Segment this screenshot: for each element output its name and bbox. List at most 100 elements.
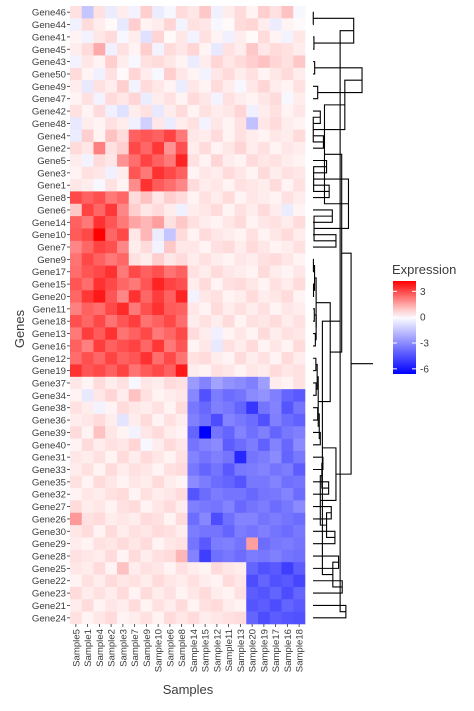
heatmap-cell bbox=[93, 426, 106, 439]
heatmap-cell bbox=[246, 191, 259, 205]
heatmap-cell bbox=[187, 117, 200, 130]
heatmap-cell bbox=[105, 315, 118, 328]
dendrogram-branch bbox=[313, 332, 316, 347]
heatmap-cell bbox=[93, 315, 106, 328]
heatmap-cell bbox=[234, 290, 247, 303]
heatmap-cell bbox=[128, 463, 141, 476]
dendrogram-branch bbox=[313, 382, 317, 396]
heatmap-cell bbox=[258, 253, 271, 266]
heatmap-cell bbox=[175, 438, 188, 452]
heatmap-cell bbox=[211, 500, 224, 514]
heatmap-cell bbox=[269, 43, 282, 56]
sample-labels: Sample5 Sample1 Sample4 Sample2 Sample3 Sampl… bbox=[71, 624, 306, 672]
gene-label: Gene5 bbox=[37, 156, 66, 167]
gene-label: Gene8 bbox=[37, 193, 66, 204]
heatmap-cell bbox=[128, 104, 141, 118]
heatmap-cell bbox=[246, 525, 259, 538]
heatmap-cell bbox=[234, 43, 247, 56]
heatmap-cell bbox=[175, 599, 188, 612]
heatmap-cell bbox=[175, 277, 188, 291]
heatmap-cell bbox=[187, 92, 200, 106]
heatmap-cell bbox=[234, 191, 247, 205]
heatmap-cell bbox=[246, 228, 259, 242]
sample-label: Sample14 bbox=[189, 628, 200, 672]
heatmap-cell bbox=[81, 339, 94, 353]
heatmap-cell bbox=[293, 352, 306, 365]
heatmap-cell bbox=[117, 141, 130, 155]
heatmap-cell bbox=[246, 6, 259, 19]
heatmap-cell bbox=[199, 463, 212, 476]
heatmap-cell bbox=[175, 253, 188, 266]
heatmap-cell bbox=[269, 18, 282, 32]
heatmap-cell bbox=[234, 104, 247, 118]
heatmap-cell bbox=[246, 376, 259, 390]
dendrogram-branch bbox=[313, 85, 319, 100]
heatmap-cell bbox=[81, 512, 94, 526]
heatmap-cell bbox=[293, 450, 306, 464]
dendrogram-branch bbox=[313, 357, 317, 372]
heatmap-cell bbox=[70, 488, 83, 501]
heatmap-cell bbox=[175, 18, 188, 32]
heatmap-cell bbox=[105, 525, 118, 538]
heatmap-cell bbox=[105, 141, 118, 155]
heatmap-cell bbox=[269, 339, 282, 353]
heatmap-cell bbox=[199, 500, 212, 514]
heatmap-cell bbox=[175, 525, 188, 538]
heatmap-cell bbox=[269, 426, 282, 439]
heatmap-cell bbox=[211, 6, 224, 19]
gene-label: Gene22 bbox=[32, 576, 66, 587]
heatmap-cell bbox=[222, 463, 235, 476]
heatmap-cell bbox=[258, 302, 271, 316]
heatmap-cell bbox=[117, 488, 130, 501]
heatmap-cell bbox=[234, 253, 247, 266]
heatmap-cell bbox=[93, 339, 106, 353]
heatmap-cell bbox=[199, 302, 212, 316]
heatmap-cell bbox=[293, 203, 306, 217]
heatmap-cell bbox=[199, 6, 212, 19]
heatmap-cell bbox=[152, 611, 165, 625]
heatmap-cell bbox=[269, 537, 282, 551]
legend-tick-label: 0 bbox=[420, 313, 426, 324]
heatmap-cell bbox=[140, 154, 153, 167]
heatmap-cell bbox=[258, 43, 271, 56]
heatmap-cell bbox=[222, 389, 235, 402]
heatmap-cell bbox=[70, 6, 83, 19]
heatmap-cell bbox=[105, 265, 118, 279]
heatmap-cell bbox=[152, 290, 165, 303]
heatmap-cell bbox=[258, 290, 271, 303]
heatmap-cell bbox=[293, 463, 306, 476]
heatmap-cell bbox=[93, 475, 106, 489]
heatmap-cell bbox=[152, 549, 165, 563]
heatmap-cell bbox=[152, 537, 165, 551]
heatmap-cell bbox=[175, 500, 188, 514]
heatmap-cell bbox=[81, 154, 94, 167]
heatmap-cell bbox=[140, 574, 153, 588]
heatmap-cell bbox=[187, 240, 200, 254]
heatmap-cell bbox=[164, 611, 177, 625]
heatmap-cell bbox=[164, 129, 177, 143]
heatmap-cell bbox=[105, 203, 118, 217]
heatmap-cell bbox=[105, 228, 118, 242]
heatmap-cell bbox=[187, 154, 200, 167]
heatmap-cell bbox=[187, 166, 200, 180]
heatmap-cell bbox=[187, 30, 200, 44]
heatmap-cell bbox=[281, 166, 294, 180]
heatmap-cell bbox=[152, 18, 165, 32]
heatmap-cell bbox=[269, 302, 282, 316]
heatmap-cell bbox=[211, 30, 224, 44]
heatmap-cell bbox=[140, 55, 153, 69]
heatmap-cell bbox=[117, 104, 130, 118]
heatmap-cell bbox=[281, 401, 294, 415]
sample-label: Sample11 bbox=[224, 629, 235, 672]
heatmap-cell bbox=[164, 80, 177, 93]
dendrogram-branch bbox=[335, 252, 352, 475]
heatmap-cell bbox=[105, 104, 118, 118]
heatmap-cell bbox=[246, 401, 259, 415]
heatmap-cell bbox=[246, 463, 259, 476]
heatmap-cell bbox=[117, 179, 130, 192]
heatmap-cell bbox=[246, 611, 259, 625]
heatmap-cell bbox=[187, 475, 200, 489]
heatmap-cell bbox=[258, 166, 271, 180]
heatmap-cell bbox=[234, 80, 247, 93]
heatmap-cell bbox=[152, 413, 165, 427]
